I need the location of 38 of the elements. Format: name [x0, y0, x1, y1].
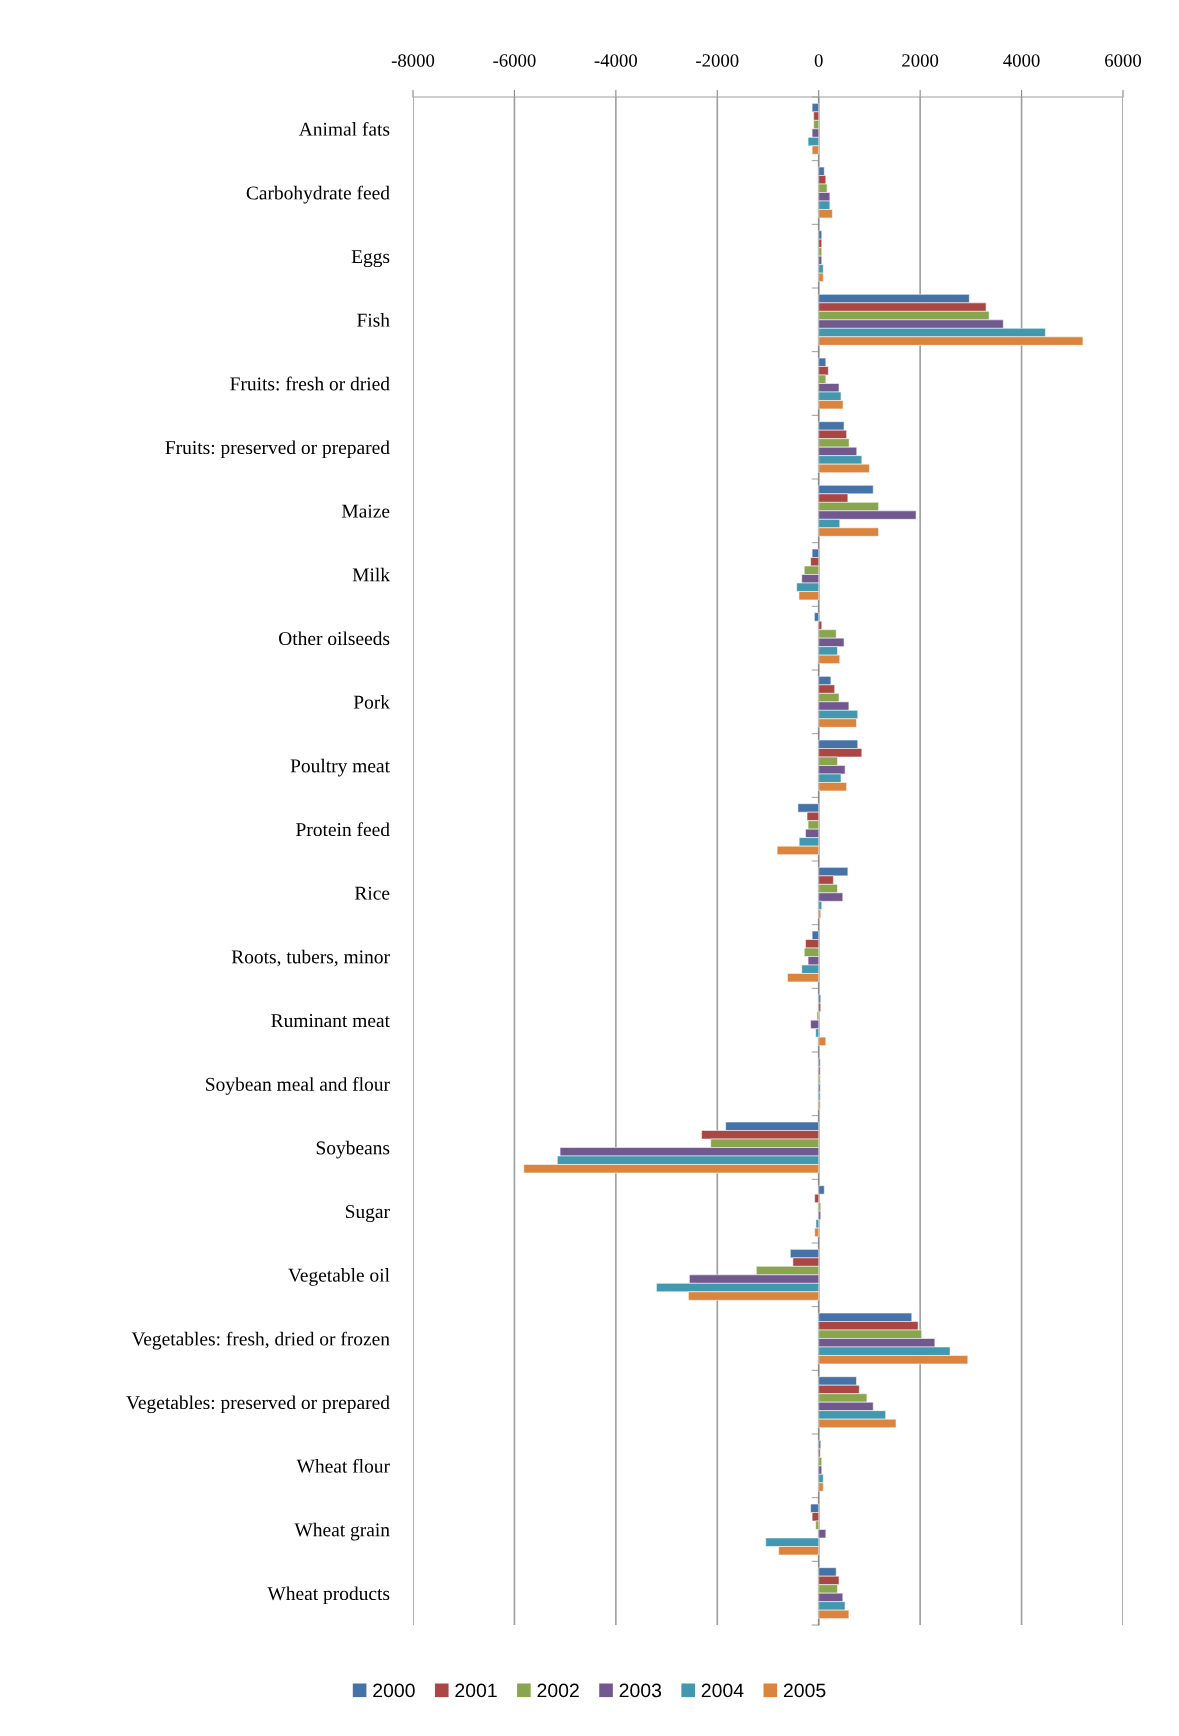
y-tick-label: Eggs	[351, 250, 390, 268]
legend-label: 2004	[701, 1683, 744, 1698]
y-tick-label: Carbohydrate feed	[246, 185, 390, 204]
x-tick-label: -8000	[391, 54, 435, 67]
y-tick-label: Vegetables: preserved or prepared	[126, 1395, 390, 1414]
x-tick-label: -6000	[493, 54, 536, 67]
y-tick-label: Animal fats	[298, 121, 390, 136]
x-tick-label: -2000	[696, 54, 739, 67]
legend-label: 2003	[619, 1683, 662, 1698]
legend-label: 2002	[537, 1683, 579, 1698]
y-tick-label: Pork	[353, 695, 390, 709]
y-tick-label: Poultry meat	[290, 758, 390, 777]
y-tick-label: Milk	[352, 567, 390, 582]
y-tick-label: Fruits: fresh or dried	[230, 376, 390, 391]
x-tick-label: 6000	[1105, 54, 1142, 67]
x-tick-label: -4000	[594, 54, 638, 67]
y-tick-label: Wheat grain	[294, 1522, 390, 1541]
y-tick-label: Vegetable oil	[288, 1268, 390, 1286]
y-tick-label: Other oilseeds	[279, 631, 390, 646]
y-tick-label: Vegetables: fresh, dried or frozen	[131, 1331, 390, 1350]
y-tick-label: Maize	[341, 504, 390, 518]
y-tick-label: Sugar	[345, 1205, 390, 1223]
x-tick-label: 0	[814, 54, 823, 67]
y-tick-label: Soybean meal and flour	[206, 1076, 390, 1095]
x-tick-label: 4000	[1003, 54, 1040, 67]
y-tick-label: Fruits: preserved or prepared	[165, 440, 390, 459]
y-tick-label: Protein feed	[296, 822, 390, 837]
legend-label: 2000	[373, 1683, 415, 1698]
y-tick-label: Roots, tubers, minor	[231, 949, 390, 967]
y-tick-label: Wheat flour	[296, 1458, 390, 1473]
legend-label: 2001	[455, 1683, 497, 1698]
y-tick-label: Fish	[357, 313, 390, 327]
y-tick-label: Ruminant meat	[271, 1014, 390, 1028]
legend-label: 2005	[783, 1683, 826, 1698]
y-tick-label: Wheat products	[267, 1586, 390, 1605]
x-tick-label: 2000	[902, 54, 939, 67]
y-tick-label: Rice	[354, 886, 390, 900]
y-tick-label: Soybeans	[316, 1140, 390, 1159]
